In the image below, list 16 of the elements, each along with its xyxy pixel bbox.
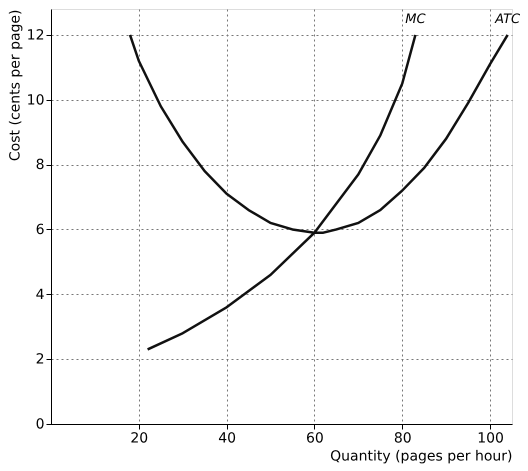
x-axis-title: Quantity (pages per hour) (330, 448, 512, 464)
series-label: ATC (494, 12, 522, 27)
x-tick-label: 20 (130, 430, 148, 446)
series-label: MC (405, 12, 426, 27)
x-tick-label: 100 (477, 430, 504, 446)
y-tick-label: 4 (36, 286, 45, 303)
x-tick-label: 40 (218, 430, 236, 446)
x-tick-label: 80 (394, 430, 412, 446)
x-tick-label: 60 (306, 430, 324, 446)
y-axis-title: Cost (cents per page) (8, 10, 24, 162)
y-tick-label: 12 (26, 27, 44, 44)
y-tick-label: 6 (36, 222, 45, 238)
y-tick-label: 2 (36, 352, 44, 368)
y-tick-label: 8 (36, 157, 44, 174)
y-tick-label: 10 (26, 92, 44, 108)
y-tick-label: 0 (36, 416, 44, 432)
